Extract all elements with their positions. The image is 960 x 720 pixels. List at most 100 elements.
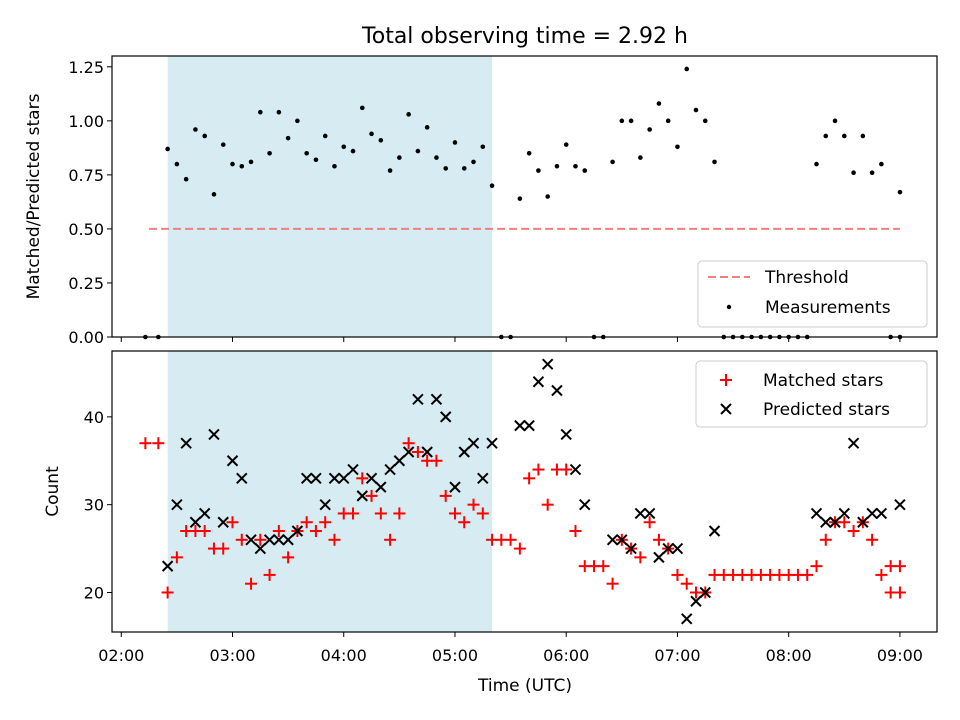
measurement-point	[851, 170, 856, 176]
predicted-star-point	[579, 498, 591, 511]
observing-window-shade	[167, 351, 493, 632]
measurement-point	[619, 118, 625, 124]
matched-star-point	[402, 437, 415, 450]
matched-star-point	[226, 516, 239, 529]
measurement-point	[359, 105, 365, 111]
measurement-point	[545, 194, 550, 199]
matched-star-point	[161, 586, 174, 599]
legend-matched-label: Matched stars	[763, 371, 883, 391]
matched-star-point	[893, 560, 906, 573]
predicted-star-point	[699, 586, 711, 599]
matched-star-point	[384, 533, 397, 546]
measurement-point	[183, 176, 189, 182]
measurement-point	[406, 112, 411, 117]
chart-title: Total observing time = 2.92 h	[361, 24, 688, 49]
measurement-point	[702, 118, 708, 124]
predicted-star-point	[458, 446, 470, 458]
count-legend: Matched stars Predicted stars	[695, 360, 928, 428]
measurement-point	[480, 144, 486, 150]
predicted-star-point	[291, 525, 304, 537]
predicted-star-point	[662, 542, 674, 555]
matched-star-point	[634, 551, 647, 564]
matched-star-point	[606, 577, 619, 590]
y-tick-label: 30	[84, 496, 104, 515]
predicted-star-point	[189, 516, 202, 528]
measurement-point	[526, 150, 532, 156]
count-y-axis-label: Count	[43, 466, 63, 517]
measurement-point	[211, 192, 217, 197]
predicted-star-point	[653, 551, 665, 564]
matched-star-point	[569, 525, 582, 538]
matched-star-point	[282, 551, 295, 564]
y-tick-label: 1.25	[68, 58, 104, 77]
measurement-point	[443, 166, 449, 171]
predicted-star-point	[514, 419, 526, 432]
ratio-plot-frame	[111, 55, 938, 338]
matched-star-point	[263, 568, 276, 581]
predicted-star-point	[208, 428, 220, 441]
observing-window-shade	[167, 56, 493, 337]
measurement-point	[573, 163, 578, 169]
count-y-ticks: 20 30 40	[84, 408, 112, 602]
predicted-star-point	[217, 516, 229, 528]
predicted-star-point	[523, 419, 535, 432]
matched-star-point	[411, 445, 424, 458]
predicted-star-point	[569, 463, 582, 476]
measurement-point	[350, 148, 356, 154]
matched-star-point	[819, 533, 832, 546]
predicted-star-point	[829, 516, 841, 528]
matched-star-point	[328, 533, 341, 546]
predicted-star-point	[857, 516, 869, 528]
matched-star-point	[152, 437, 165, 450]
predicted-star-point	[226, 455, 239, 467]
matched-star-point	[476, 507, 489, 520]
matched-star-point	[532, 463, 545, 476]
measurement-point	[304, 150, 309, 156]
predicted-star-point	[894, 498, 906, 511]
measurement-point	[684, 66, 690, 72]
predicted-star-point	[847, 437, 860, 449]
matched-star-point	[504, 533, 517, 546]
ratio-y-ticks: 0.00 0.25 0.50 0.75 1.00 1.25	[68, 58, 112, 347]
measurement-point	[879, 161, 884, 167]
count-panel: 20 30 40 02:00 03:00 04:00 05:00 06:00 07:00 08:…	[43, 350, 938, 696]
measurement-point	[341, 144, 347, 150]
predicted-star-point	[866, 507, 878, 520]
measurement-point	[675, 144, 680, 150]
measurement-point	[712, 159, 717, 165]
measurement-point	[628, 118, 634, 124]
x-tick-label: 09:00	[877, 646, 923, 665]
measurement-point	[397, 155, 402, 160]
predicted-star-point	[671, 542, 684, 555]
predicted-star-point	[300, 472, 313, 485]
matched-star-point	[458, 516, 471, 529]
measurement-point	[434, 155, 439, 160]
measurement-point	[248, 159, 254, 165]
matched-star-point	[365, 489, 378, 502]
measurement-point	[415, 148, 421, 154]
predicted-star-point	[532, 376, 545, 388]
measurement-point	[897, 189, 903, 195]
measurement-point	[378, 138, 384, 143]
matched-star-point	[680, 577, 693, 590]
predicted-star-point	[338, 472, 350, 485]
measurement-point	[869, 170, 875, 176]
legend-predicted-label: Predicted stars	[763, 400, 890, 420]
measurement-point	[814, 161, 819, 167]
measurement-point	[471, 159, 476, 165]
measurement-point	[461, 166, 467, 171]
measurement-point	[665, 118, 671, 124]
matched-star-point	[467, 498, 480, 511]
predicted-star-point	[634, 507, 647, 520]
legend-threshold-label: Threshold	[764, 268, 849, 288]
predicted-star-point	[319, 498, 331, 511]
matched-star-point	[513, 542, 526, 555]
matched-star-point	[217, 542, 230, 555]
predicted-star-point	[263, 534, 276, 546]
measurement-point	[220, 142, 226, 147]
measurement-point	[554, 163, 560, 169]
count-marks	[139, 358, 906, 625]
x-tick-label: 08:00	[766, 646, 812, 665]
matched-star-point	[893, 586, 906, 599]
predicted-star-point	[328, 472, 341, 485]
